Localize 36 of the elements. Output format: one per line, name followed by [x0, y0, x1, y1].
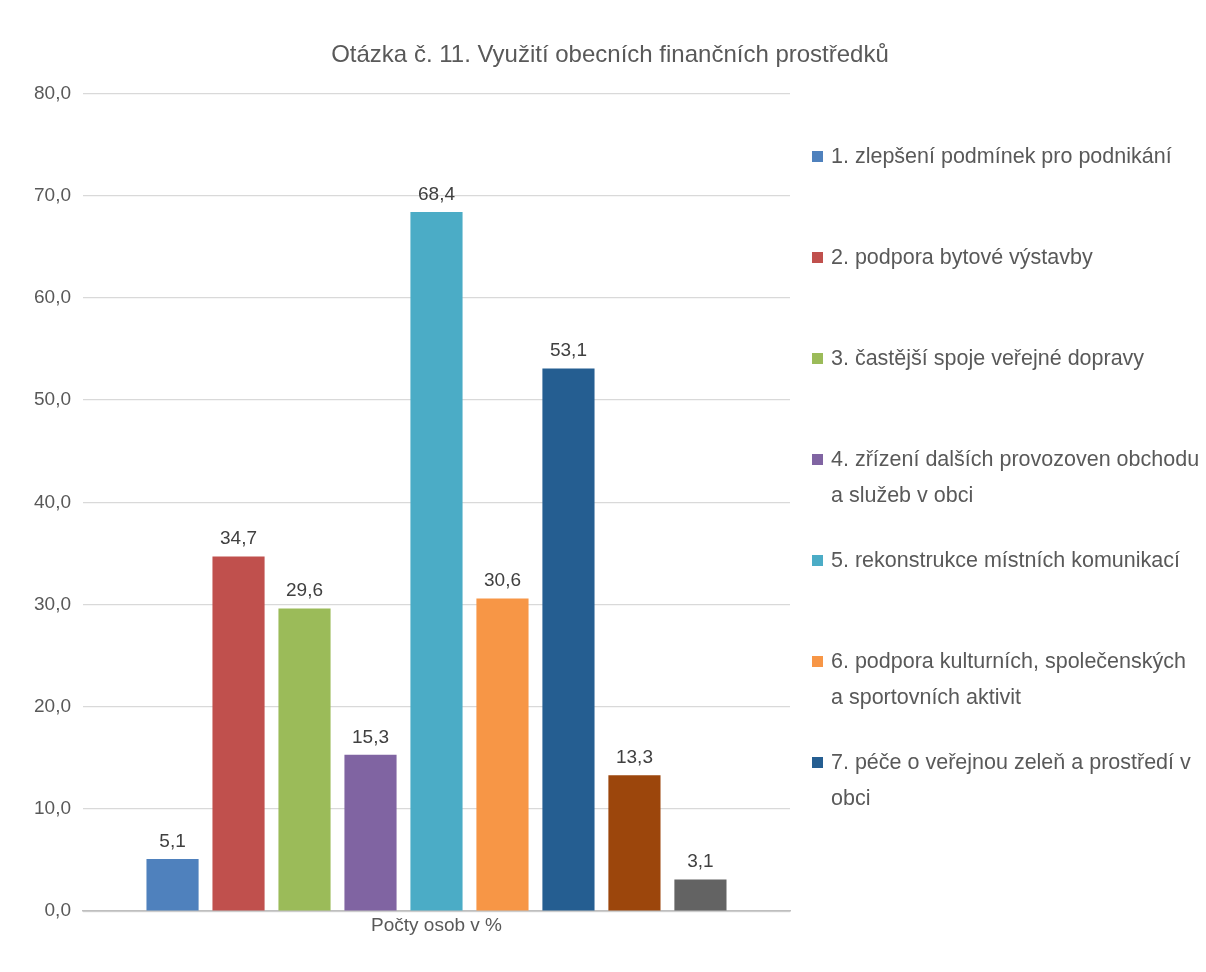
bar	[212, 556, 265, 911]
bar	[542, 368, 595, 911]
data-label: 3,1	[687, 850, 714, 872]
data-label: 68,4	[418, 182, 456, 204]
data-label: 5,1	[159, 829, 186, 851]
legend-label: 3. častější spoje veřejné dopravy	[831, 345, 1145, 372]
bar	[476, 598, 529, 911]
bar	[278, 608, 331, 911]
bar	[146, 859, 199, 911]
y-tick-label: 0,0	[44, 899, 71, 921]
y-tick-label: 40,0	[34, 490, 71, 512]
bar	[344, 754, 397, 911]
chart-title: Otázka č. 11. Využití obecních finančních prostředků	[330, 40, 890, 68]
y-tick-label: 20,0	[34, 694, 71, 716]
y-tick-label: 30,0	[34, 592, 71, 614]
y-tick-label: 50,0	[34, 388, 71, 410]
data-label: 34,7	[220, 527, 258, 549]
data-label: 30,6	[483, 569, 521, 591]
y-tick-label: 10,0	[34, 797, 71, 819]
y-tick-label: 80,0	[34, 81, 71, 103]
bar	[674, 879, 727, 911]
data-label: 53,1	[549, 339, 587, 361]
legend-label: 5. rekonstrukce místních komunikací	[831, 547, 1180, 574]
legend-label: 2. podpora bytové výstavby	[831, 244, 1093, 271]
data-label: 15,3	[352, 725, 389, 747]
y-tick-label: 70,0	[34, 183, 71, 205]
x-tick-label: Počty osob v %	[371, 913, 503, 935]
legend-label: 7. péče o veřejnou zeleň a prostředí v obci	[831, 749, 1192, 812]
data-label: 13,3	[615, 745, 653, 767]
bar	[608, 775, 661, 911]
y-tick-label: 60,0	[34, 286, 71, 308]
data-label: 29,6	[286, 579, 323, 601]
legend-label: 6. podpora kulturních, společenských a sportovních aktivit	[831, 648, 1187, 711]
legend-label: 4. zřízení dalších provozoven obchodu a služeb v obci	[831, 446, 1201, 509]
legend-label: 1. zlepšení podmínek pro podnikání	[831, 143, 1172, 170]
bar	[410, 211, 463, 911]
